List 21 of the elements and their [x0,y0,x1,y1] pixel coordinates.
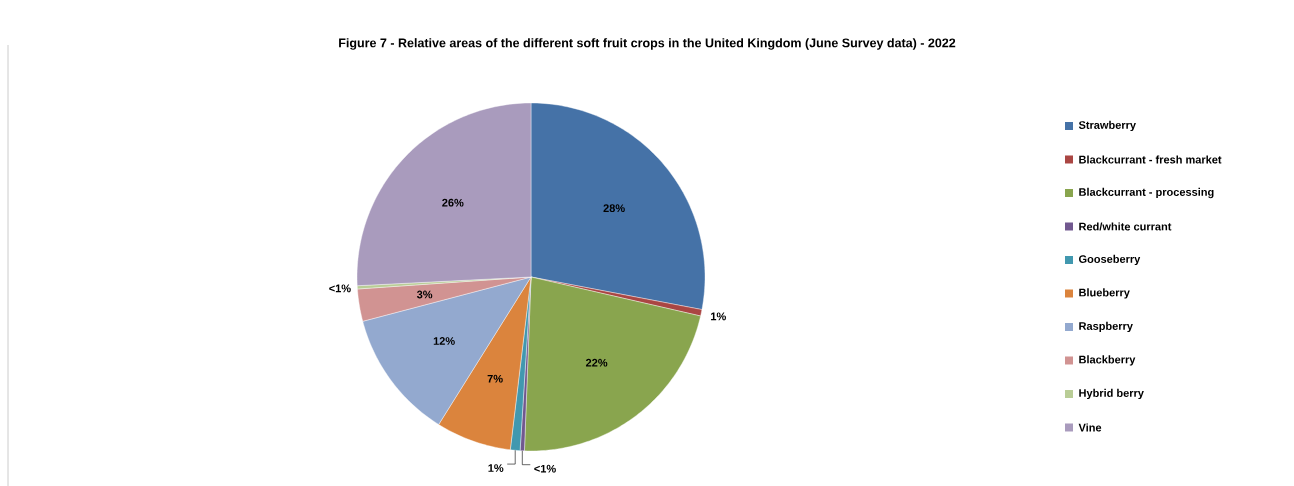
legend-label: Blackcurrant - processing [1079,187,1214,198]
legend-label: Blackcurrant - fresh market [1079,155,1222,164]
data-label: 1% [488,464,504,472]
legend-label: Strawberry [1078,120,1136,131]
legend-label: Gooseberry [1078,254,1141,265]
legend-label: Raspberry [1079,321,1133,332]
legend-label: Vine [1078,423,1102,432]
data-label: 7% [487,374,503,383]
data-label: 1% [711,312,726,321]
data-label: 22% [585,358,608,367]
data-label: 26% [442,198,464,207]
data-label: 3% [416,290,433,299]
legend-label: Red/white currant [1079,222,1172,231]
legend-label: Blackberry [1079,355,1136,366]
data-label: <1% [534,464,556,473]
data-label: <1% [329,284,351,293]
legend-label: Hybrid berry [1079,388,1144,399]
data-label: 28% [603,204,625,212]
legend-label: Blueberry [1079,288,1130,299]
data-label: 12% [433,336,455,345]
chart-title: Figure 7 - Relative areas of the different soft fruit crops in the United Kingdom (June Survey data) - 2022 [339,37,956,50]
